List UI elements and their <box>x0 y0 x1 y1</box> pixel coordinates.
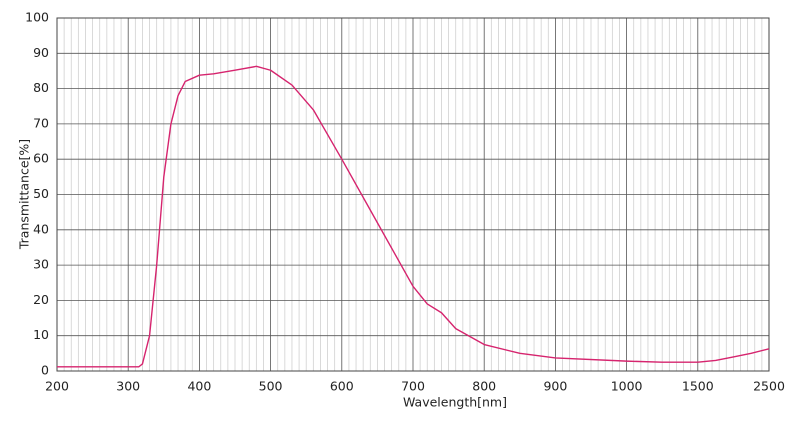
x-tick-label: 2500 <box>753 379 785 394</box>
x-tick-label: 300 <box>116 379 140 394</box>
data-line <box>57 65 770 368</box>
x-tick-label: 900 <box>543 379 567 394</box>
y-axis-title: Transmittance[%] <box>17 139 32 250</box>
y-tick-label: 20 <box>33 292 49 307</box>
y-tick-label: 40 <box>33 221 49 236</box>
y-tick-label: 70 <box>33 115 49 130</box>
y-tick-label: 60 <box>33 151 49 166</box>
x-tick-label: 700 <box>401 379 425 394</box>
y-tick-label: 90 <box>33 45 49 60</box>
y-tick-label: 50 <box>33 186 49 201</box>
y-tick-label: 100 <box>25 10 49 25</box>
x-tick-label: 800 <box>472 379 496 394</box>
y-tick-label: 0 <box>41 363 49 378</box>
x-tick-label: 200 <box>45 379 69 394</box>
y-tick-label: 80 <box>33 80 49 95</box>
x-tick-label: 500 <box>259 379 283 394</box>
x-tick-label: 400 <box>187 379 211 394</box>
plot-frame <box>56 17 770 372</box>
x-tick-label: 600 <box>330 379 354 394</box>
y-tick-label: 10 <box>33 327 49 342</box>
x-axis-title: Wavelength[nm] <box>403 395 507 410</box>
y-tick-label: 30 <box>33 257 49 272</box>
x-tick-label: 1000 <box>611 379 643 394</box>
x-tick-label: 1500 <box>682 379 714 394</box>
